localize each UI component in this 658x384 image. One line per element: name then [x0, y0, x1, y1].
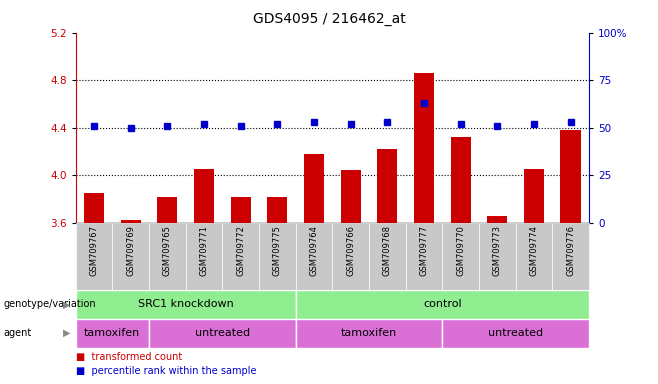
Bar — [561, 130, 580, 223]
Bar — [230, 197, 251, 223]
Bar — [76, 223, 113, 290]
Bar — [516, 223, 552, 290]
Text: GSM709771: GSM709771 — [199, 225, 209, 276]
Text: GSM709774: GSM709774 — [530, 225, 538, 276]
Bar — [259, 223, 295, 290]
Text: ▶: ▶ — [63, 328, 70, 338]
Bar — [157, 197, 178, 223]
Bar — [442, 319, 589, 348]
Bar — [295, 319, 442, 348]
Bar — [487, 215, 507, 223]
Bar — [479, 223, 516, 290]
Bar — [194, 169, 214, 223]
Bar — [222, 223, 259, 290]
Text: GSM709768: GSM709768 — [383, 225, 392, 276]
Text: control: control — [423, 299, 461, 310]
Bar — [113, 223, 149, 290]
Text: GSM709770: GSM709770 — [456, 225, 465, 276]
Bar — [76, 290, 295, 319]
Bar — [405, 223, 442, 290]
Text: ■  percentile rank within the sample: ■ percentile rank within the sample — [76, 366, 256, 376]
Bar — [442, 223, 479, 290]
Bar — [332, 223, 369, 290]
Text: ■  transformed count: ■ transformed count — [76, 352, 182, 362]
Bar — [377, 149, 397, 223]
Text: GSM709764: GSM709764 — [309, 225, 318, 276]
Bar — [369, 223, 405, 290]
Text: ▶: ▶ — [63, 299, 70, 310]
Bar — [149, 223, 186, 290]
Text: GSM709776: GSM709776 — [566, 225, 575, 276]
Text: GSM709766: GSM709766 — [346, 225, 355, 276]
Text: GSM709775: GSM709775 — [273, 225, 282, 276]
Bar — [552, 223, 589, 290]
Text: tamoxifen: tamoxifen — [341, 328, 397, 338]
Text: agent: agent — [3, 328, 32, 338]
Text: SRC1 knockdown: SRC1 knockdown — [138, 299, 234, 310]
Bar — [149, 319, 295, 348]
Bar — [120, 220, 141, 223]
Text: GSM709767: GSM709767 — [89, 225, 99, 276]
Text: GSM709777: GSM709777 — [419, 225, 428, 276]
Text: untreated: untreated — [488, 328, 543, 338]
Text: tamoxifen: tamoxifen — [84, 328, 140, 338]
Bar — [414, 73, 434, 223]
Bar — [84, 193, 104, 223]
Text: GSM709769: GSM709769 — [126, 225, 135, 276]
Bar — [524, 169, 544, 223]
Bar — [76, 319, 149, 348]
Text: GDS4095 / 216462_at: GDS4095 / 216462_at — [253, 12, 405, 26]
Bar — [186, 223, 222, 290]
Text: GSM709765: GSM709765 — [163, 225, 172, 276]
Bar — [304, 154, 324, 223]
Text: untreated: untreated — [195, 328, 250, 338]
Text: genotype/variation: genotype/variation — [3, 299, 96, 310]
Bar — [341, 170, 361, 223]
Bar — [295, 290, 589, 319]
Bar — [295, 223, 332, 290]
Bar — [267, 197, 288, 223]
Text: GSM709772: GSM709772 — [236, 225, 245, 276]
Bar — [451, 137, 470, 223]
Text: GSM709773: GSM709773 — [493, 225, 502, 276]
